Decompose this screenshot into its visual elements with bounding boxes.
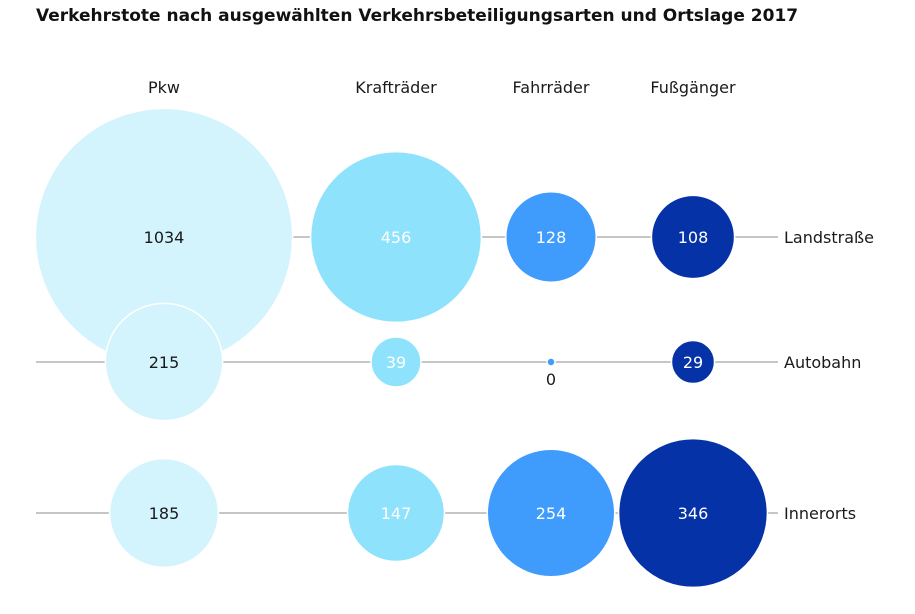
bubble-kraftraeder-landstrasse — [309, 150, 483, 324]
value-label-fussgaenger-autobahn: 29 — [683, 353, 703, 372]
value-label-pkw-autobahn: 215 — [149, 353, 180, 372]
value-label-kraftraeder-innerorts: 147 — [381, 504, 412, 523]
row-label-innerorts: Innerorts — [784, 504, 856, 523]
value-label-kraftraeder-autobahn: 39 — [386, 353, 406, 372]
value-label-fussgaenger-landstrasse: 108 — [678, 228, 709, 247]
value-label-pkw-innerorts: 185 — [149, 504, 180, 523]
category-label-pkw: Pkw — [148, 78, 180, 97]
chart-title: Verkehrstote nach ausgewählten Verkehrsb… — [36, 6, 799, 26]
bubble-fussgaenger-innerorts — [617, 437, 769, 589]
value-label-kraftraeder-landstrasse: 456 — [381, 228, 412, 247]
category-label-fahrraeder: Fahrräder — [513, 78, 590, 97]
bubble-kraftraeder-innerorts — [346, 463, 446, 563]
category-label-fussgaenger: Fußgänger — [650, 78, 736, 97]
bubble-pkw-innerorts — [108, 457, 220, 569]
value-label-fahrraeder-autobahn: 0 — [546, 370, 556, 389]
row-label-autobahn: Autobahn — [784, 353, 861, 372]
category-label-kraftraeder: Krafträder — [355, 78, 437, 97]
bubble-fahrraeder-innerorts — [486, 448, 616, 578]
bubble-fussgaenger-autobahn — [670, 339, 716, 385]
value-label-fahrraeder-innerorts: 254 — [536, 504, 567, 523]
bubble-fahrraeder-landstrasse — [504, 190, 598, 284]
bubble-pkw-autobahn — [104, 302, 224, 422]
row-label-landstrasse: Landstraße — [784, 228, 874, 247]
value-label-pkw-landstrasse: 1034 — [144, 228, 185, 247]
value-label-fahrraeder-landstrasse: 128 — [536, 228, 567, 247]
bubbles — [34, 107, 769, 589]
bubble-fahrraeder-autobahn — [546, 357, 556, 367]
value-label-fussgaenger-innerorts: 346 — [678, 504, 709, 523]
labels: Pkw Krafträder Fahrräder Fußgänger Landstraß… — [144, 78, 874, 523]
bubble-kraftraeder-autobahn — [370, 336, 422, 388]
bubble-fussgaenger-landstrasse — [650, 194, 736, 280]
